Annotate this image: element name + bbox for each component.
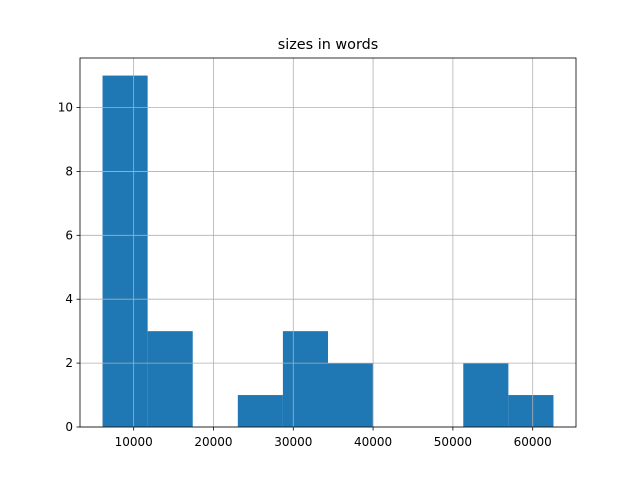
x-tick-label: 50000 (434, 435, 472, 449)
y-tick-label: 2 (65, 356, 73, 370)
bar (508, 395, 554, 427)
x-tick-label: 30000 (274, 435, 312, 449)
axes-frame (79, 57, 577, 428)
bar (237, 395, 283, 427)
bar (147, 331, 193, 427)
bar (102, 75, 148, 428)
x-tick-label: 20000 (194, 435, 232, 449)
bar (463, 363, 509, 427)
x-tick-label: 60000 (514, 435, 552, 449)
bar (282, 331, 328, 427)
y-tick-label: 6 (65, 228, 73, 242)
x-tick-label: 10000 (115, 435, 153, 449)
bar (328, 363, 374, 427)
y-tick-label: 10 (58, 101, 73, 115)
y-tick-label: 0 (65, 420, 73, 434)
y-tick-label: 4 (65, 292, 73, 306)
chart-title: sizes in words (278, 37, 379, 53)
x-tick-label: 40000 (354, 435, 392, 449)
y-tick-label: 8 (65, 164, 73, 178)
